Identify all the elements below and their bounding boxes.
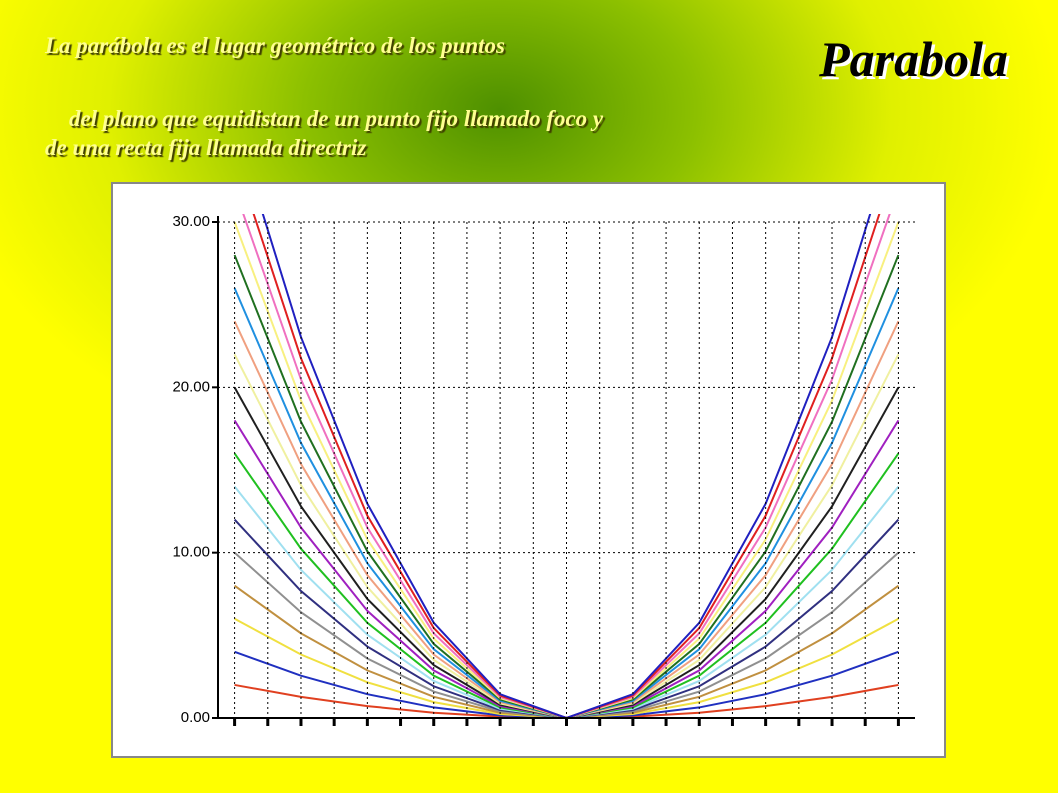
chart-frame (111, 182, 946, 758)
body-text: La parábola es el lugar geométrico de lo… (45, 33, 505, 58)
y-tick-label: 30.00 (172, 213, 210, 230)
y-tick-label: 20.00 (172, 378, 210, 395)
body-text: del plano que equidistan de un punto fij… (45, 106, 604, 160)
y-tick-label: 0.00 (181, 709, 210, 726)
y-tick-label: 10.00 (172, 544, 210, 561)
slide-title: Parabola (819, 31, 1008, 87)
